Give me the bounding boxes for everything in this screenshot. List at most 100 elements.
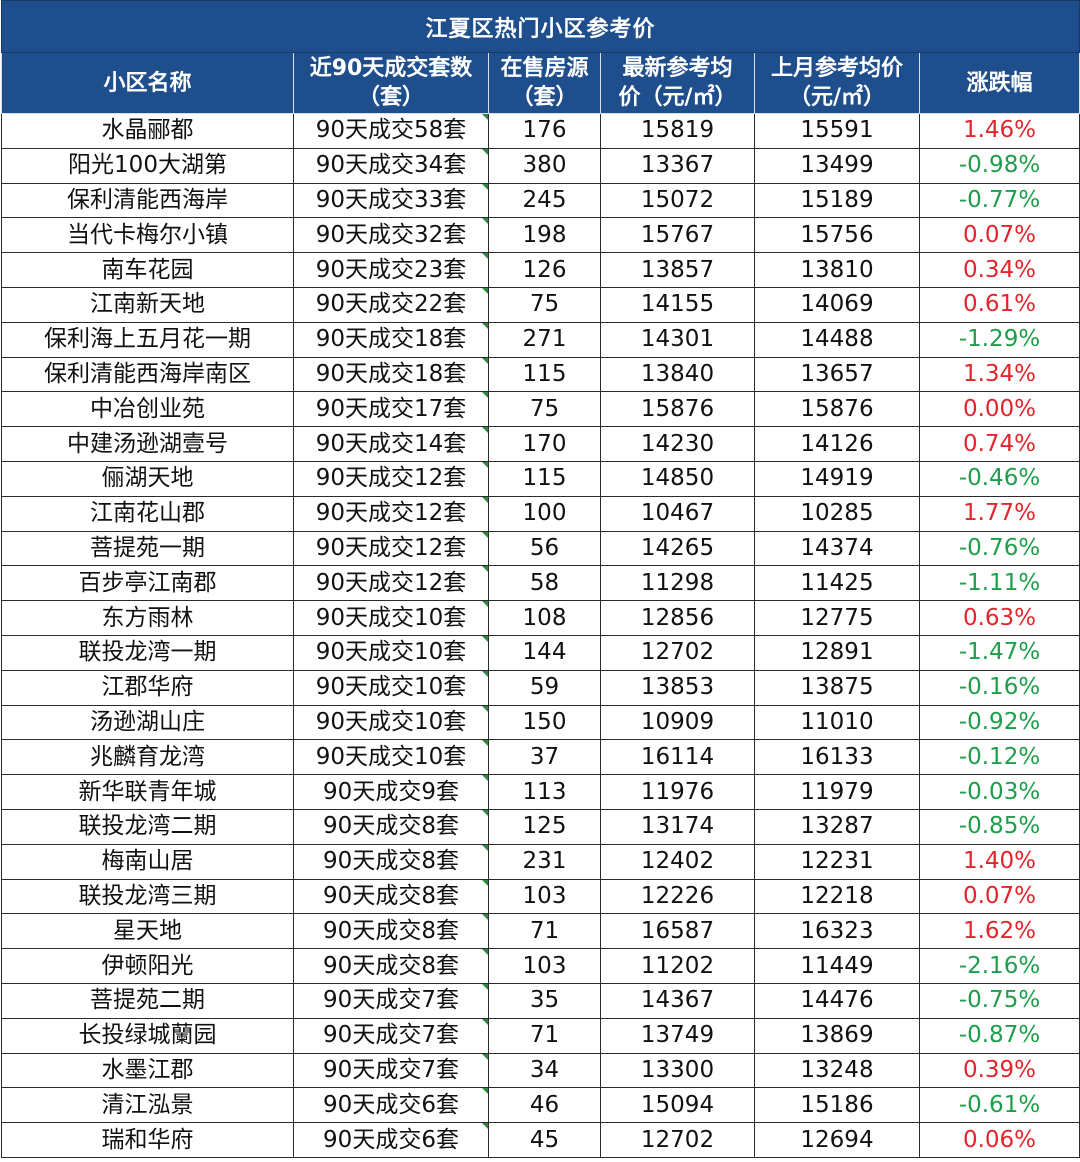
table-row: 南车花园 90天成交23套 126 13857 13810 0.34%	[1, 252, 1080, 288]
table-row: 兆麟育龙湾 90天成交10套 37 16114 16133 -0.12%	[1, 739, 1080, 776]
cell-comment-marker-icon	[482, 880, 488, 886]
cell-last-month-price: 11425	[754, 565, 920, 602]
cell-volume: 90天成交8套	[293, 913, 489, 950]
cell-last-month-price-text: 14126	[800, 430, 874, 457]
cell-latest-price-text: 11976	[640, 778, 715, 805]
cell-change: -0.85%	[918, 808, 1080, 845]
cell-listings: 75	[488, 391, 601, 428]
cell-volume: 90天成交34套	[293, 147, 489, 184]
cell-community-name: 清江泓景	[1, 1087, 294, 1124]
cell-volume-text: 90天成交23套	[315, 256, 467, 283]
table-row: 当代卡梅尔小镇 90天成交32套 198 15767 15756 0.07%	[1, 217, 1080, 254]
cell-community-name-text: 江南花山郡	[90, 500, 205, 527]
cell-change-text: 1.77%	[962, 500, 1037, 527]
cell-community-name-text: 江南新天地	[90, 291, 205, 318]
header-change: 涨跌幅	[918, 52, 1080, 114]
cell-comment-marker-icon	[482, 949, 488, 956]
cell-change: 0.61%	[918, 286, 1080, 323]
cell-comment-marker-icon	[482, 462, 488, 468]
cell-community-name-text: 保利清能西海岸南区	[44, 360, 251, 387]
cell-community-name-text: 水晶郦都	[101, 117, 194, 144]
cell-volume: 90天成交8套	[293, 878, 489, 915]
cell-last-month-price: 13810	[754, 252, 920, 288]
cell-community-name: 汤逊湖山庄	[1, 704, 294, 741]
cell-last-month-price-text: 15876	[800, 395, 874, 422]
cell-change: -0.12%	[918, 739, 1080, 776]
cell-volume: 90天成交7套	[293, 982, 489, 1019]
cell-listings-text: 271	[522, 326, 567, 353]
cell-volume-text: 90天成交7套	[323, 1056, 459, 1083]
cell-change: -0.76%	[918, 530, 1080, 567]
cell-community-name-text: 保利海上五月花一期	[44, 326, 251, 353]
cell-volume-text: 90天成交8套	[323, 882, 459, 909]
cell-change: -0.03%	[918, 774, 1080, 810]
cell-comment-marker-icon	[482, 845, 488, 851]
cell-listings: 35	[488, 982, 601, 1019]
cell-volume: 90天成交12套	[293, 495, 489, 532]
cell-latest-price-text: 15819	[640, 117, 715, 144]
cell-latest-price: 13857	[600, 252, 755, 288]
cell-change: -0.87%	[918, 1017, 1080, 1054]
cell-listings-text: 231	[522, 848, 567, 875]
cell-listings-text: 59	[529, 674, 560, 701]
table-row: 伊顿阳光 90天成交8套 103 11202 11449 -2.16%	[1, 948, 1080, 984]
cell-volume: 90天成交8套	[293, 948, 489, 984]
cell-latest-price-text: 13174	[640, 813, 715, 840]
cell-change-text: 1.46%	[962, 117, 1037, 144]
cell-volume: 90天成交18套	[293, 356, 489, 393]
cell-community-name: 保利清能西海岸南区	[1, 356, 294, 393]
cell-listings-text: 176	[522, 117, 567, 144]
cell-latest-price: 15072	[600, 182, 755, 219]
cell-last-month-price-text: 13875	[800, 674, 874, 701]
cell-change-text: 0.06%	[962, 1126, 1037, 1153]
cell-volume: 90天成交10套	[293, 739, 489, 776]
table-row: 保利清能西海岸 90天成交33套 245 15072 15189 -0.77%	[1, 182, 1080, 219]
cell-listings-text: 35	[529, 987, 560, 1014]
cell-latest-price-text: 15767	[640, 221, 715, 248]
cell-community-name-text: 联投龙湾三期	[78, 882, 217, 909]
cell-change-text: 0.39%	[962, 1056, 1037, 1083]
cell-volume-text: 90天成交12套	[315, 569, 467, 596]
cell-change: 0.06%	[918, 1122, 1080, 1158]
cell-volume-text: 90天成交10套	[315, 604, 467, 631]
cell-community-name-text: 汤逊湖山庄	[90, 708, 205, 735]
cell-change-text: -0.98%	[958, 152, 1041, 179]
cell-latest-price-text: 12856	[640, 604, 715, 631]
cell-volume-text: 90天成交10套	[315, 674, 467, 701]
header-volume-line-2: （套）	[357, 85, 424, 110]
header-latest-price-line-1: 最新参考均	[622, 56, 733, 81]
cell-change: 1.77%	[918, 495, 1080, 532]
cell-community-name: 长投绿城蘭园	[1, 1017, 294, 1054]
cell-latest-price: 14850	[600, 460, 755, 497]
cell-volume-text: 90天成交22套	[315, 291, 467, 318]
cell-comment-marker-icon	[482, 114, 488, 120]
table-title: 江夏区热门小区参考价	[0, 0, 1080, 53]
cell-last-month-price-text: 12694	[800, 1126, 874, 1153]
cell-latest-price-text: 11202	[640, 952, 715, 979]
cell-community-name: 江南新天地	[1, 286, 294, 323]
cell-volume: 90天成交8套	[293, 808, 489, 845]
cell-community-name: 阳光100大湖第	[1, 147, 294, 184]
cell-comment-marker-icon	[482, 706, 488, 712]
cell-last-month-price-text: 11425	[800, 569, 874, 596]
cell-last-month-price: 11449	[754, 948, 920, 984]
table-row: 江南新天地 90天成交22套 75 14155 14069 0.61%	[1, 286, 1080, 323]
cell-latest-price: 11298	[600, 565, 755, 602]
cell-volume: 90天成交10套	[293, 669, 489, 706]
cell-listings: 100	[488, 495, 601, 532]
cell-last-month-price-text: 11010	[800, 708, 874, 735]
cell-last-month-price-text: 15186	[800, 1091, 874, 1118]
cell-last-month-price: 13869	[754, 1017, 920, 1054]
cell-volume: 90天成交7套	[293, 1052, 489, 1089]
cell-community-name: 保利海上五月花一期	[1, 321, 294, 358]
cell-last-month-price: 14126	[754, 426, 920, 462]
cell-last-month-price-text: 16323	[800, 917, 874, 944]
cell-community-name: 菩提苑二期	[1, 982, 294, 1019]
table-row: 保利海上五月花一期 90天成交18套 271 14301 14488 -1.29%	[1, 321, 1080, 358]
cell-community-name-text: 联投龙湾一期	[78, 639, 217, 666]
cell-community-name-text: 新华联青年城	[78, 778, 217, 805]
cell-listings-text: 71	[529, 1022, 560, 1049]
cell-listings: 126	[488, 252, 601, 288]
cell-last-month-price-text: 16133	[800, 743, 874, 770]
